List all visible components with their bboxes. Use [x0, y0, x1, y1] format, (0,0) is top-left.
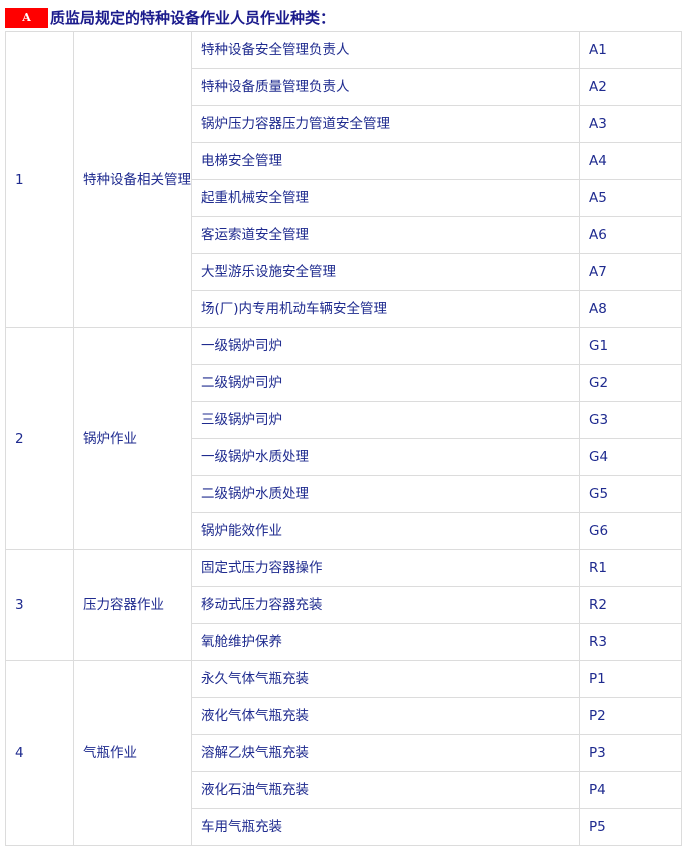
table-row: 移动式压力容器充装 R2	[6, 586, 682, 624]
operation-name: 液化石油气瓶充装	[191, 771, 580, 809]
table-row: 液化石油气瓶充装 P4	[6, 771, 682, 809]
operation-code: G1	[579, 327, 682, 365]
operation-code: A4	[579, 142, 682, 180]
group-number: 2	[5, 327, 74, 550]
operation-name: 液化气体气瓶充装	[191, 697, 580, 735]
operation-types-table: 1 特种设备相关管理 特种设备安全管理负责人 A1 特种设备质量管理负责人 A2 锅炉压力容…	[5, 31, 682, 846]
operation-code: G4	[579, 438, 682, 476]
operation-name: 氧舱维护保养	[191, 623, 580, 661]
table-row: 场(厂)内专用机动车辆安全管理 A8	[6, 290, 682, 328]
operation-code: P1	[579, 660, 682, 698]
operation-code: G5	[579, 475, 682, 513]
operation-name: 溶解乙炔气瓶充装	[191, 734, 580, 772]
table-row: 电梯安全管理 A4	[6, 142, 682, 180]
table-row: 起重机械安全管理 A5	[6, 179, 682, 217]
table-row: 1 特种设备相关管理 特种设备安全管理负责人 A1	[5, 31, 682, 328]
operation-name: 大型游乐设施安全管理	[191, 253, 580, 291]
operation-name: 三级锅炉司炉	[191, 401, 580, 439]
table-row: 客运索道安全管理 A6	[6, 216, 682, 254]
operation-code: R2	[579, 586, 682, 624]
table-row: 三级锅炉司炉 G3	[6, 401, 682, 439]
group-category: 压力容器作业	[73, 549, 192, 661]
table-row: 二级锅炉司炉 G2	[6, 364, 682, 402]
operation-name: 车用气瓶充装	[191, 808, 580, 846]
group-number: 3	[5, 549, 74, 661]
operation-code: R1	[579, 549, 682, 587]
table-row: 二级锅炉水质处理 G5	[6, 475, 682, 513]
table-row: 溶解乙炔气瓶充装 P3	[6, 734, 682, 772]
operation-code: A5	[579, 179, 682, 217]
group-category: 特种设备相关管理	[73, 31, 192, 328]
operation-name: 移动式压力容器充装	[191, 586, 580, 624]
operation-name: 电梯安全管理	[191, 142, 580, 180]
operation-code: G2	[579, 364, 682, 402]
operation-name: 特种设备安全管理负责人	[191, 31, 580, 69]
table-row: 2 锅炉作业 一级锅炉司炉 G1	[5, 327, 682, 550]
table-row: 锅炉压力容器压力管道安全管理 A3	[6, 105, 682, 143]
operation-name: 锅炉压力容器压力管道安全管理	[191, 105, 580, 143]
table-row: 氧舱维护保养 R3	[6, 623, 682, 661]
operation-code: A1	[579, 31, 682, 69]
table-row: 特种设备质量管理负责人 A2	[6, 68, 682, 106]
group-number: 4	[5, 660, 74, 846]
operation-name: 锅炉能效作业	[191, 512, 580, 550]
table-row: 液化气体气瓶充装 P2	[6, 697, 682, 735]
operation-code: A2	[579, 68, 682, 106]
operation-name: 二级锅炉水质处理	[191, 475, 580, 513]
group-category: 气瓶作业	[73, 660, 192, 846]
group-number: 1	[5, 31, 74, 328]
operation-name: 固定式压力容器操作	[191, 549, 580, 587]
operation-code: G3	[579, 401, 682, 439]
operation-code: A3	[579, 105, 682, 143]
operation-code: P3	[579, 734, 682, 772]
operation-code: P4	[579, 771, 682, 809]
operation-code: P2	[579, 697, 682, 735]
table-row: 4 气瓶作业 永久气体气瓶充装 P1	[5, 660, 682, 846]
operation-code: R3	[579, 623, 682, 661]
operation-name: 一级锅炉司炉	[191, 327, 580, 365]
table-row: 3 压力容器作业 固定式压力容器操作 R1	[5, 549, 682, 661]
operation-name: 场(厂)内专用机动车辆安全管理	[191, 290, 580, 328]
operation-name: 二级锅炉司炉	[191, 364, 580, 402]
table-row: 锅炉能效作业 G6	[6, 512, 682, 550]
section-title: A 质监局规定的特种设备作业人员作业种类：	[5, 7, 335, 28]
operation-name: 特种设备质量管理负责人	[191, 68, 580, 106]
operation-code: P5	[579, 808, 682, 846]
operation-name: 一级锅炉水质处理	[191, 438, 580, 476]
operation-code: G6	[579, 512, 682, 550]
group-category: 锅炉作业	[73, 327, 192, 550]
operation-name: 客运索道安全管理	[191, 216, 580, 254]
operation-name: 永久气体气瓶充装	[191, 660, 580, 698]
operation-code: A7	[579, 253, 682, 291]
table-row: 大型游乐设施安全管理 A7	[6, 253, 682, 291]
operation-code: A6	[579, 216, 682, 254]
operation-code: A8	[579, 290, 682, 328]
section-badge: A	[5, 7, 48, 28]
section-title-text: 质监局规定的特种设备作业人员作业种类：	[50, 9, 336, 27]
operation-name: 起重机械安全管理	[191, 179, 580, 217]
